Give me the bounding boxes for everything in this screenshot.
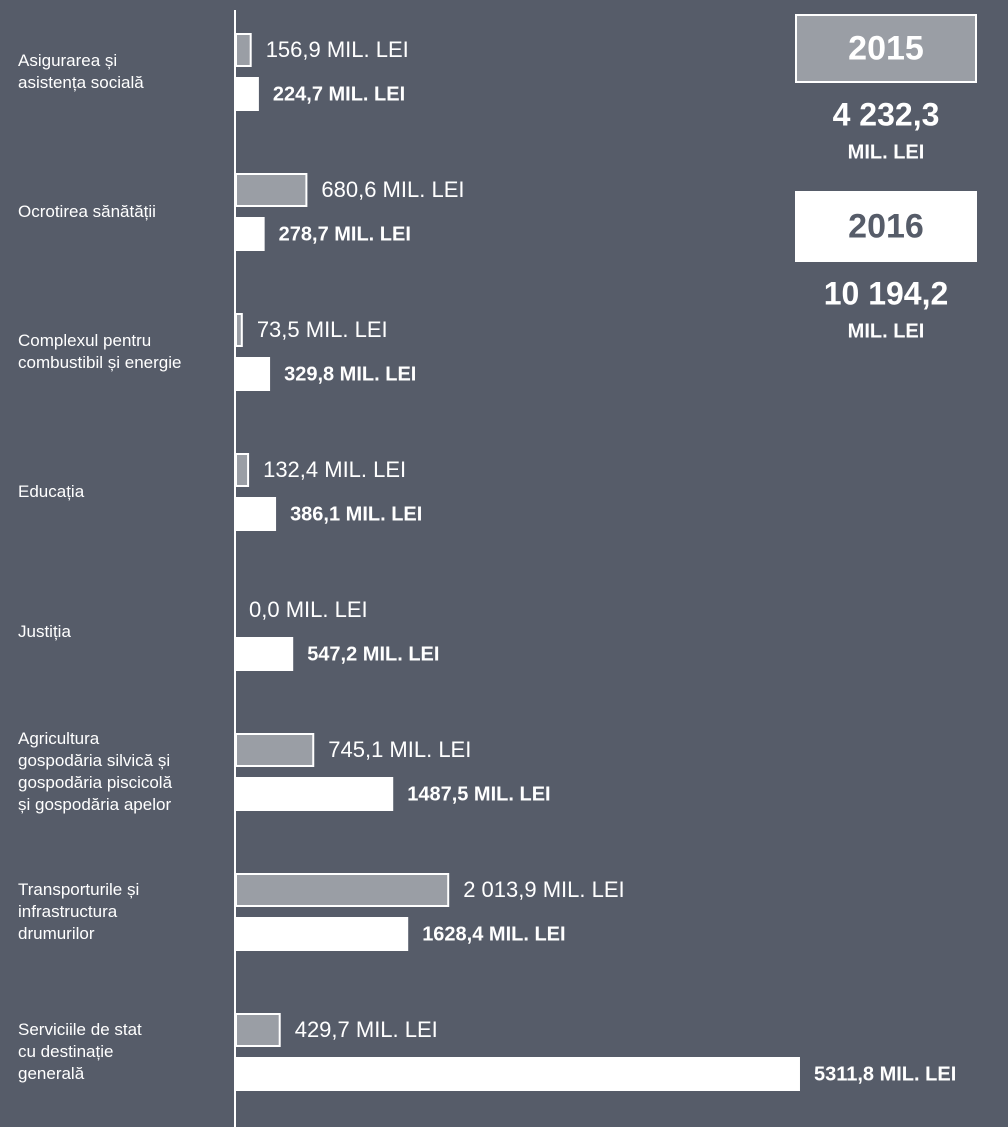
value-label: 745,1 MIL. LEI: [328, 737, 471, 762]
category-label: Justiția: [18, 622, 71, 641]
value-label: 2 013,9 MIL. LEI: [463, 877, 624, 902]
category-label: Asigurarea și asistența socială: [18, 51, 144, 92]
value-label: 5311,8 MIL. LEI: [814, 1063, 956, 1085]
legend-total: 4 232,3: [833, 96, 940, 132]
bar: [235, 497, 277, 531]
value-label: 278,7 MIL. LEI: [279, 223, 411, 245]
bar: [235, 453, 250, 487]
value-label: 1628,4 MIL. LEI: [422, 923, 565, 945]
legend-unit: MIL. LEI: [848, 320, 925, 342]
value-label: 329,8 MIL. LEI: [284, 363, 416, 385]
category-label: Transporturile și infrastructura drumuri…: [18, 880, 140, 943]
value-label: 386,1 MIL. LEI: [290, 503, 422, 525]
bar: [235, 873, 450, 907]
category-label: Serviciile de stat cu destinație general…: [18, 1020, 142, 1083]
category-label: Ocrotirea sănătății: [18, 202, 156, 221]
value-label: 73,5 MIL. LEI: [257, 317, 388, 342]
bar: [235, 637, 294, 671]
value-label: 547,2 MIL. LEI: [307, 643, 439, 665]
value-label: 224,7 MIL. LEI: [273, 83, 405, 105]
bar: [235, 1013, 281, 1047]
legend-box: [795, 14, 977, 83]
bar: [235, 1057, 800, 1091]
value-label: 680,6 MIL. LEI: [321, 177, 464, 202]
bar: [235, 917, 409, 951]
category-label: Complexul pentru combustibil și energie: [18, 331, 182, 372]
bar: [235, 313, 243, 347]
bar: [235, 217, 265, 251]
legend-total: 10 194,2: [824, 275, 949, 311]
value-label: 1487,5 MIL. LEI: [407, 783, 550, 805]
category-label: Educația: [18, 482, 85, 501]
value-label: 132,4 MIL. LEI: [263, 457, 406, 482]
bar: [235, 173, 308, 207]
bar: [235, 77, 259, 111]
bar: [235, 733, 315, 767]
legend-label: 2016: [848, 207, 924, 245]
category-label: Agricultura gospodăria silvică și gospod…: [18, 729, 173, 814]
legend-label: 2015: [848, 29, 924, 67]
value-label: 0,0 MIL. LEI: [249, 597, 368, 622]
bar: [235, 357, 271, 391]
value-label: 156,9 MIL. LEI: [266, 37, 409, 62]
bar: [235, 777, 394, 811]
legend-unit: MIL. LEI: [848, 141, 925, 163]
value-label: 429,7 MIL. LEI: [295, 1017, 438, 1042]
legend-box: [795, 191, 977, 262]
bar: [235, 33, 252, 67]
